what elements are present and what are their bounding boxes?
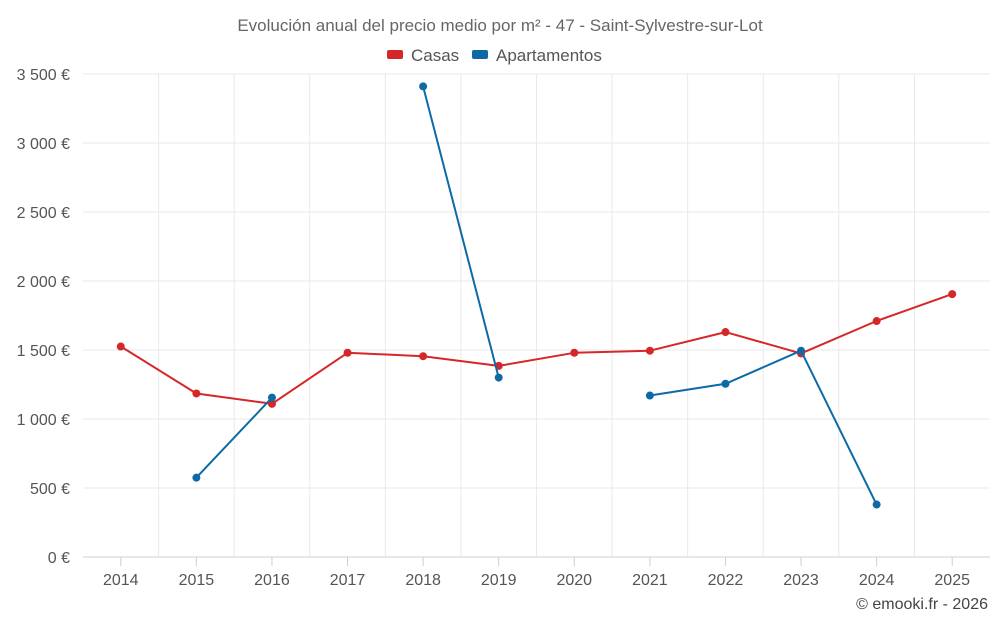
x-tick-label: 2021 <box>632 572 668 589</box>
x-tick-label: 2020 <box>556 572 592 589</box>
series-layer <box>116 82 957 509</box>
legend-item-casas[interactable]: Casas <box>387 46 459 65</box>
legend-swatch-casas <box>387 50 403 59</box>
data-point-apartamentos-2019[interactable] <box>494 373 503 382</box>
series-casas <box>116 290 957 408</box>
legend-item-apartamentos[interactable]: Apartamentos <box>472 46 602 65</box>
data-point-apartamentos-2016[interactable] <box>267 393 276 402</box>
data-point-apartamentos-2022[interactable] <box>721 379 730 388</box>
y-tick-label: 1 000 € <box>17 412 70 429</box>
series-line-apartamentos <box>422 85 500 379</box>
data-point-casas-2022[interactable] <box>721 328 730 337</box>
legend-label-casas: Casas <box>411 46 459 65</box>
legend: Casas Apartamentos <box>387 46 602 65</box>
data-point-apartamentos-2024[interactable] <box>872 500 881 509</box>
data-point-apartamentos-2021[interactable] <box>645 391 654 400</box>
y-tick-label: 2 000 € <box>17 274 70 291</box>
axes: 0 € 500 € 1 000 € 1 500 € 2 000 € 2 500 € 3 00… <box>17 67 990 589</box>
x-tick-label: 2018 <box>405 572 441 589</box>
y-tick-label: 3 000 € <box>17 136 70 153</box>
data-point-casas-2020[interactable] <box>570 348 579 357</box>
series-apartamentos <box>192 82 881 509</box>
series-line-apartamentos <box>648 349 878 506</box>
x-tick-label: 2019 <box>481 572 517 589</box>
x-tick-label: 2017 <box>330 572 366 589</box>
x-tick-label: 2015 <box>179 572 215 589</box>
x-tick-label: 2023 <box>783 572 819 589</box>
data-point-casas-2014[interactable] <box>116 342 125 351</box>
y-tick-label: 0 € <box>48 550 70 567</box>
data-point-apartamentos-2023[interactable] <box>797 346 806 355</box>
data-point-casas-2016[interactable] <box>267 399 276 408</box>
y-tick-label: 500 € <box>30 481 70 498</box>
data-point-apartamentos-2015[interactable] <box>192 473 201 482</box>
data-point-casas-2021[interactable] <box>645 346 654 355</box>
x-tick-label: 2024 <box>859 572 895 589</box>
y-tick-label: 2 500 € <box>17 205 70 222</box>
data-point-casas-2017[interactable] <box>343 348 352 357</box>
data-point-apartamentos-2018[interactable] <box>419 82 428 91</box>
legend-label-apartamentos: Apartamentos <box>496 46 602 65</box>
series-line-apartamentos <box>195 396 273 479</box>
data-point-casas-2015[interactable] <box>192 389 201 398</box>
x-tick-label: 2022 <box>708 572 744 589</box>
data-point-casas-2025[interactable] <box>948 290 957 299</box>
x-tick-label: 2014 <box>103 572 139 589</box>
x-tick-label: 2025 <box>934 572 970 589</box>
credits-text[interactable]: © emooki.fr - 2026 <box>856 596 988 613</box>
legend-swatch-apartamentos <box>472 50 488 59</box>
grid <box>83 73 990 557</box>
series-line-casas <box>119 293 954 405</box>
data-point-casas-2024[interactable] <box>872 317 881 326</box>
y-tick-label: 3 500 € <box>17 67 70 84</box>
x-tick-label: 2016 <box>254 572 290 589</box>
data-point-casas-2018[interactable] <box>419 352 428 361</box>
y-tick-label: 1 500 € <box>17 343 70 360</box>
chart-title: Evolución anual del precio medio por m² … <box>237 16 763 35</box>
